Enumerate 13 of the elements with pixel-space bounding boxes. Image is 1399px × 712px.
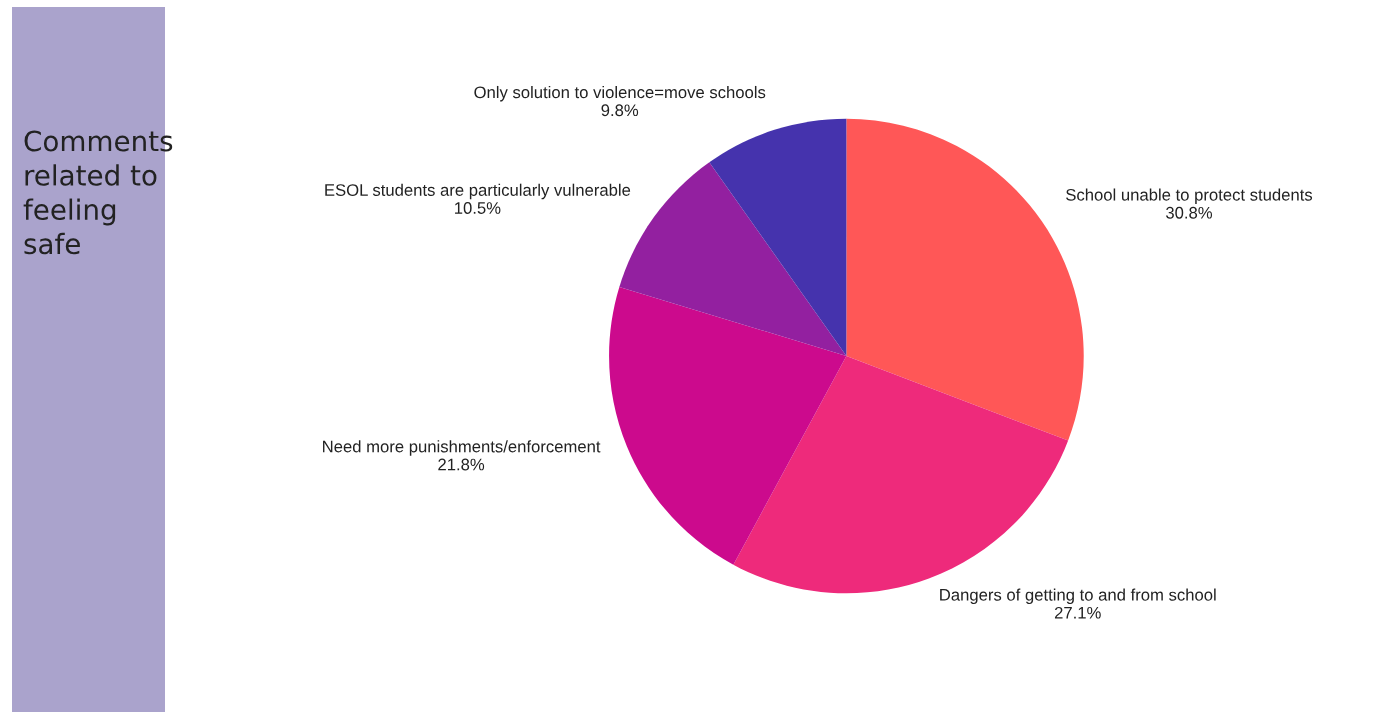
data-label: 10.5% — [455, 202, 501, 214]
slice-label: Need more punishments/enforcement — [323, 440, 601, 456]
data-label: 30.8% — [1165, 206, 1213, 219]
data-label: 21.8% — [438, 458, 485, 471]
slice-label: ESOL students are particularly vulnerable — [325, 183, 631, 200]
slice-label: Dangers of getting to and from school — [940, 588, 1216, 605]
text: Comments related to feeling safe — [23, 130, 173, 255]
data-label: 9.8% — [601, 104, 639, 117]
pie-slice — [609, 286, 847, 565]
data-label: 27.1% — [1054, 606, 1101, 619]
slice-label: School unable to protect students — [1066, 188, 1313, 204]
slice-label: Only solution to violence=move schools — [474, 85, 766, 102]
pie-slice — [709, 118, 847, 356]
